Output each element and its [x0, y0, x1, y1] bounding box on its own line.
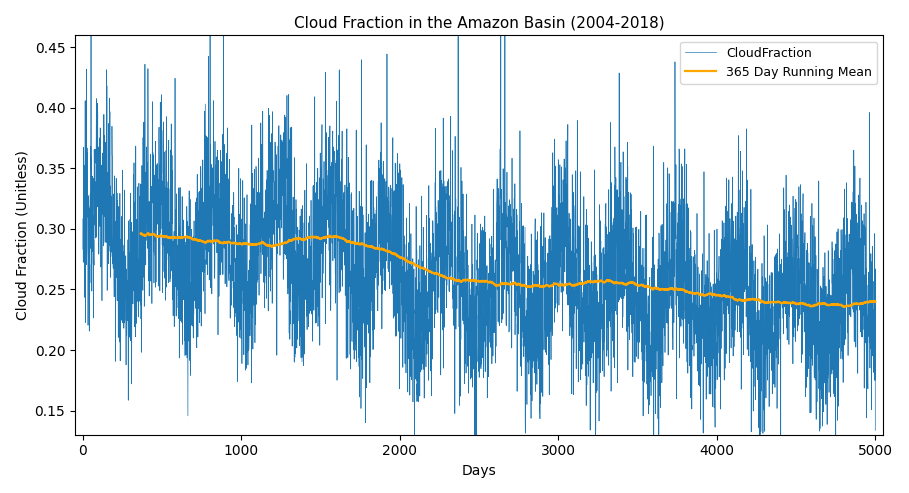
CloudFraction — [669, 200, 680, 206]
X-axis label: Days: Days — [462, 464, 496, 478]
Line: CloudFraction: CloudFraction — [83, 29, 875, 435]
CloudFraction — [77, 246, 88, 252]
Legend: CloudFraction, 365 Day Running Mean: CloudFraction, 365 Day Running Mean — [680, 41, 877, 84]
365 Day Running Mean — [553, 282, 564, 287]
CloudFraction — [409, 432, 420, 438]
CloudFraction — [553, 228, 564, 234]
CloudFraction — [380, 208, 391, 214]
CloudFraction — [593, 315, 604, 321]
365 Day Running Mean — [669, 287, 680, 293]
365 Day Running Mean — [593, 278, 604, 283]
CloudFraction — [870, 427, 881, 433]
CloudFraction — [222, 206, 233, 212]
365 Day Running Mean — [380, 247, 391, 253]
Y-axis label: Cloud Fraction (Unitless): Cloud Fraction (Unitless) — [15, 150, 29, 320]
365 Day Running Mean — [222, 240, 233, 246]
365 Day Running Mean — [729, 296, 740, 302]
Line: 365 Day Running Mean: 365 Day Running Mean — [141, 233, 875, 307]
Title: Cloud Fraction in the Amazon Basin (2004-2018): Cloud Fraction in the Amazon Basin (2004… — [294, 15, 664, 30]
365 Day Running Mean — [870, 299, 881, 305]
CloudFraction — [85, 26, 96, 32]
CloudFraction — [729, 236, 740, 242]
